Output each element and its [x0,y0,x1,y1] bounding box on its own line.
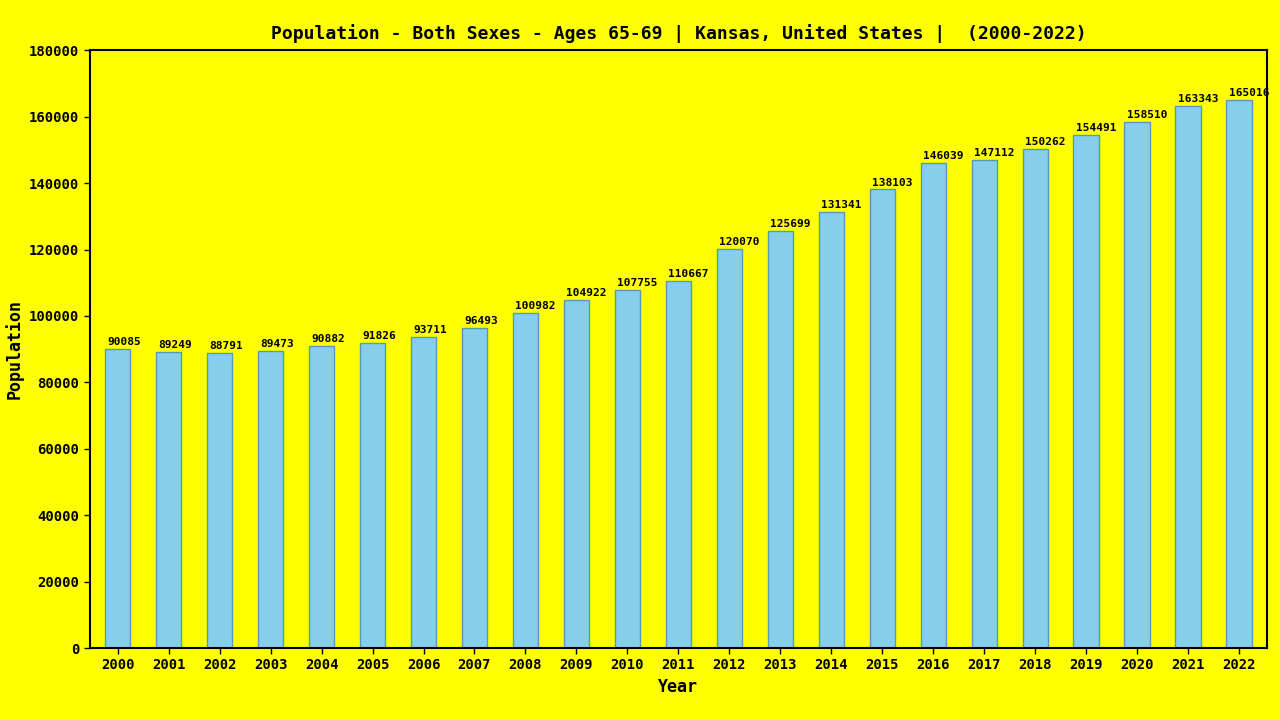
Bar [819,212,844,648]
Text: 96493: 96493 [465,315,498,325]
Text: 107755: 107755 [617,278,658,288]
Bar [105,349,131,648]
Text: 88791: 88791 [210,341,243,351]
Bar [360,343,385,648]
Text: 165016: 165016 [1229,88,1270,98]
Text: 158510: 158510 [1126,109,1167,120]
Bar [1074,135,1100,648]
Text: 100982: 100982 [516,301,556,311]
Text: 110667: 110667 [668,269,709,279]
Text: 138103: 138103 [872,178,913,187]
Bar [207,354,233,648]
Bar [513,312,538,648]
Text: 89473: 89473 [260,339,294,349]
Bar [666,281,691,648]
Text: 150262: 150262 [1025,137,1065,147]
Text: 89249: 89249 [159,340,192,350]
Text: 131341: 131341 [822,200,861,210]
Bar [411,337,436,648]
Bar [1226,100,1252,648]
Bar [257,351,283,648]
Bar [462,328,488,648]
Text: 90882: 90882 [311,334,346,344]
Title: Population - Both Sexes - Ages 65-69 | Kansas, United States |  (2000-2022): Population - Both Sexes - Ages 65-69 | K… [270,24,1087,43]
Text: 120070: 120070 [719,238,760,248]
Bar [920,163,946,648]
Bar [768,230,794,648]
Bar [717,249,742,648]
Bar [308,346,334,648]
Text: 93711: 93711 [413,325,447,335]
Bar [1023,149,1048,648]
Bar [1124,122,1149,648]
Bar [972,160,997,648]
Bar [869,189,895,648]
Y-axis label: Population: Population [4,300,23,399]
Bar [614,290,640,648]
Text: 125699: 125699 [771,219,810,229]
Text: 90085: 90085 [108,337,141,347]
Bar [563,300,589,648]
Text: 163343: 163343 [1178,94,1219,104]
Text: 104922: 104922 [566,288,607,297]
Bar [1175,106,1201,648]
X-axis label: Year: Year [658,678,699,696]
Text: 146039: 146039 [923,151,964,161]
Text: 91826: 91826 [362,331,396,341]
Text: 154491: 154491 [1076,123,1116,133]
Bar [156,351,182,648]
Text: 147112: 147112 [974,148,1015,158]
